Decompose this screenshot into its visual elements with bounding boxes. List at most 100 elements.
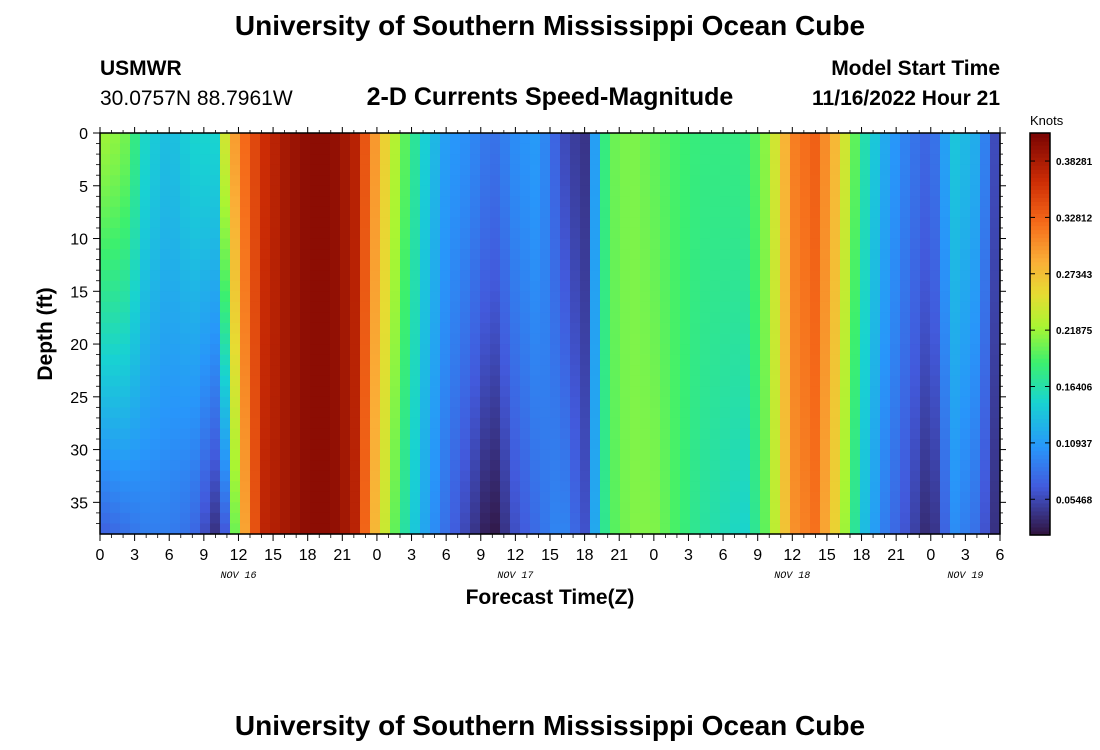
heatmap-cell — [530, 396, 541, 408]
heatmap-cell — [890, 322, 901, 335]
heatmap-cell — [960, 449, 971, 461]
heatmap-cell — [630, 291, 641, 303]
heatmap-cell — [310, 175, 321, 187]
heatmap-cell — [470, 185, 481, 197]
heatmap-cell — [200, 249, 211, 261]
heatmap-cell — [350, 354, 361, 366]
heatmap-cell — [430, 312, 441, 324]
heatmap-cell — [810, 502, 821, 514]
colorbar-segment — [1030, 434, 1050, 440]
heatmap-cell — [960, 344, 971, 356]
heatmap-cell — [780, 481, 791, 493]
heatmap-cell — [390, 291, 401, 303]
heatmap-cell — [710, 417, 721, 430]
heatmap-cell — [770, 365, 781, 377]
heatmap-cell — [840, 407, 851, 419]
heatmap-cell — [320, 133, 331, 145]
heatmap-cell — [540, 185, 551, 197]
heatmap-cell — [420, 354, 431, 366]
heatmap-cell — [490, 481, 501, 493]
heatmap-cell — [260, 154, 271, 166]
heatmap-cell — [240, 280, 251, 292]
heatmap-cell — [400, 417, 411, 430]
heatmap-cell — [410, 502, 421, 514]
heatmap-cell — [310, 206, 321, 219]
heatmap-cell — [520, 470, 531, 482]
heatmap-cell — [700, 312, 711, 324]
heatmap-cell — [550, 196, 561, 208]
heatmap-cell — [800, 196, 811, 208]
colorbar-segment — [1030, 410, 1050, 415]
heatmap-cell — [870, 491, 881, 503]
heatmap-cell — [690, 185, 701, 197]
heatmap-cell — [450, 417, 461, 430]
heatmap-cell — [390, 206, 401, 219]
heatmap-cell — [590, 322, 601, 335]
heatmap-cell — [440, 301, 451, 313]
heatmap-cell — [950, 512, 961, 525]
heatmap-cell — [310, 270, 321, 282]
heatmap-cell — [620, 164, 631, 176]
heatmap-cell — [390, 312, 401, 324]
heatmap-cell — [350, 196, 361, 208]
heatmap-cell — [230, 227, 241, 240]
heatmap-cell — [100, 249, 111, 261]
heatmap-cell — [100, 133, 111, 145]
heatmap-cell — [360, 175, 371, 187]
heatmap-cell — [390, 259, 401, 271]
heatmap-cell — [330, 312, 341, 324]
heatmap-cell — [110, 227, 121, 240]
heatmap-cell — [480, 386, 491, 398]
heatmap-cell — [430, 491, 441, 503]
heatmap-cell — [100, 312, 111, 324]
heatmap-cell — [660, 301, 671, 313]
heatmap-cell — [640, 396, 651, 408]
heatmap-cell — [790, 439, 801, 451]
heatmap-cell — [730, 354, 741, 366]
heatmap-cell — [890, 523, 901, 535]
colorbar-segment — [1030, 281, 1050, 287]
heatmap-cell — [320, 175, 331, 187]
heatmap-cell — [510, 523, 521, 535]
heatmap-cell — [980, 396, 991, 408]
heatmap-cell — [690, 428, 701, 440]
heatmap-cell — [170, 270, 181, 282]
heatmap-cell — [260, 175, 271, 187]
heatmap-cell — [420, 249, 431, 261]
heatmap-cell — [170, 143, 181, 155]
heatmap-cell — [260, 460, 271, 472]
heatmap-cell — [770, 460, 781, 472]
heatmap-cell — [320, 185, 331, 197]
heatmap-cell — [710, 259, 721, 271]
colorbar-segment — [1030, 193, 1050, 198]
heatmap-cell — [600, 227, 611, 240]
heatmap-cell — [240, 344, 251, 356]
heatmap-cell — [580, 322, 591, 335]
heatmap-cell — [580, 354, 591, 366]
heatmap-cell — [720, 154, 731, 166]
heatmap-cell — [870, 439, 881, 451]
heatmap-cell — [960, 301, 971, 313]
heatmap-cell — [630, 417, 641, 430]
heatmap-cell — [320, 439, 331, 451]
heatmap-cell — [980, 217, 991, 229]
heatmap-cell — [560, 227, 571, 240]
heatmap-cell — [110, 470, 121, 482]
heatmap-cell — [490, 344, 501, 356]
heatmap-cell — [200, 312, 211, 324]
heatmap-cell — [640, 196, 651, 208]
heatmap-cell — [740, 175, 751, 187]
heatmap-cell — [290, 185, 301, 197]
heatmap-cell — [840, 291, 851, 303]
heatmap-cell — [760, 428, 771, 440]
heatmap-cell — [870, 396, 881, 408]
heatmap-cell — [380, 375, 391, 387]
heatmap-cell — [150, 238, 161, 250]
heatmap-cell — [410, 249, 421, 261]
heatmap-cell — [390, 407, 401, 419]
heatmap-cell — [610, 206, 621, 219]
heatmap-cell — [230, 238, 241, 250]
heatmap-cell — [870, 407, 881, 419]
heatmap-cell — [990, 365, 1001, 377]
heatmap-cell — [990, 312, 1001, 324]
